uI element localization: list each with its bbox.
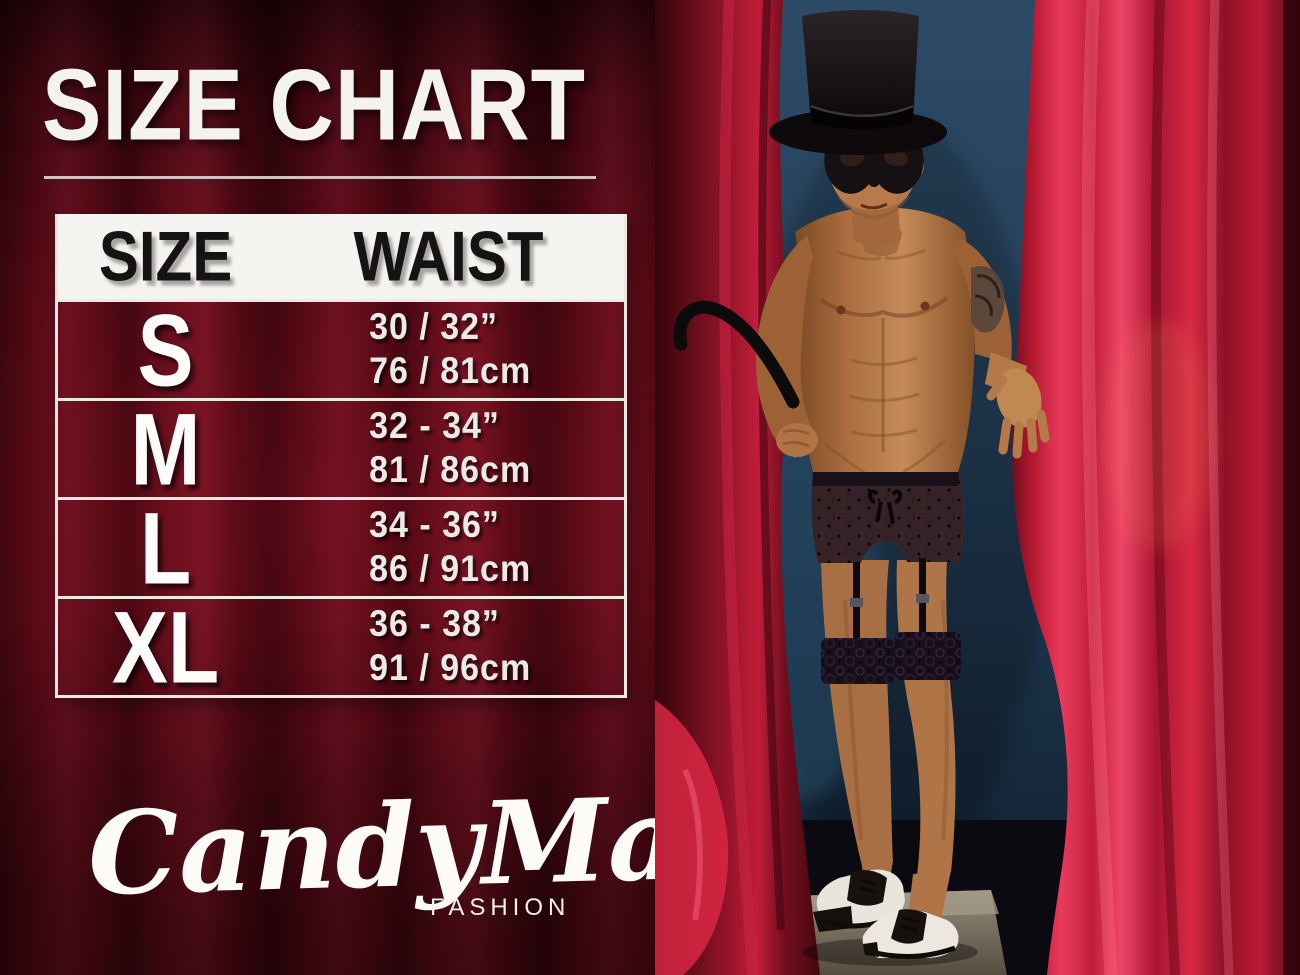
- column-header-size: SIZE: [98, 216, 233, 297]
- waist-values: 34 - 36” 86 / 91cm: [273, 500, 624, 596]
- waist-values: 36 - 38” 91 / 96cm: [273, 599, 624, 695]
- table-row: L 34 - 36” 86 / 91cm: [58, 490, 624, 605]
- waist-cm: 76 / 81cm: [369, 350, 532, 392]
- title-underline: [44, 176, 596, 179]
- right-arm: [673, 236, 819, 458]
- waist-cm: 91 / 96cm: [369, 647, 532, 689]
- size-label: L: [139, 490, 192, 605]
- waist-inches: 32 - 34”: [369, 405, 500, 448]
- waist-values: 32 - 34” 81 / 86cm: [273, 401, 624, 497]
- red-curtain-left: [655, 0, 820, 975]
- size-label: XL: [111, 589, 220, 704]
- table-row: M 32 - 34” 81 / 86cm: [58, 391, 624, 506]
- garter-straps: [850, 558, 929, 642]
- waist-values: 30 / 32” 76 / 81cm: [273, 302, 624, 398]
- lace-thigh-bands: [821, 632, 961, 684]
- red-curtain-right: [1012, 0, 1300, 975]
- top-hat: [769, 10, 947, 155]
- column-header-waist: WAIST: [353, 216, 544, 297]
- size-label: S: [137, 292, 194, 407]
- drawstring-bow: [868, 489, 902, 525]
- waist-inches: 34 - 36”: [369, 504, 500, 547]
- riding-crop: [673, 300, 800, 409]
- table-header-row: SIZE WAIST: [58, 214, 624, 299]
- waist-cm: 81 / 86cm: [369, 449, 532, 491]
- tattoo: [971, 266, 1005, 333]
- waist-inches: 30 / 32”: [369, 306, 499, 349]
- torso: [795, 207, 975, 480]
- saddle-shoes: [802, 869, 978, 966]
- waist-cm: 86 / 91cm: [369, 548, 532, 590]
- lace-shorts: [811, 472, 964, 563]
- brand-sub-label: FASHION: [430, 894, 571, 921]
- page-title: SIZE CHART: [42, 47, 586, 162]
- table-row: S 30 / 32” 76 / 81cm: [58, 292, 624, 407]
- promo-photo: [655, 0, 1300, 975]
- size-label: M: [130, 391, 201, 506]
- waist-inches: 36 - 38”: [369, 603, 500, 646]
- masked-man: [673, 10, 1050, 966]
- table-row: XL 36 - 38” 91 / 96cm: [58, 589, 624, 704]
- head: [769, 10, 947, 246]
- size-chart-table: SIZE WAIST S 30 / 32” 76 / 81cm M 32 - 3…: [55, 214, 627, 704]
- left-arm: [953, 238, 1050, 459]
